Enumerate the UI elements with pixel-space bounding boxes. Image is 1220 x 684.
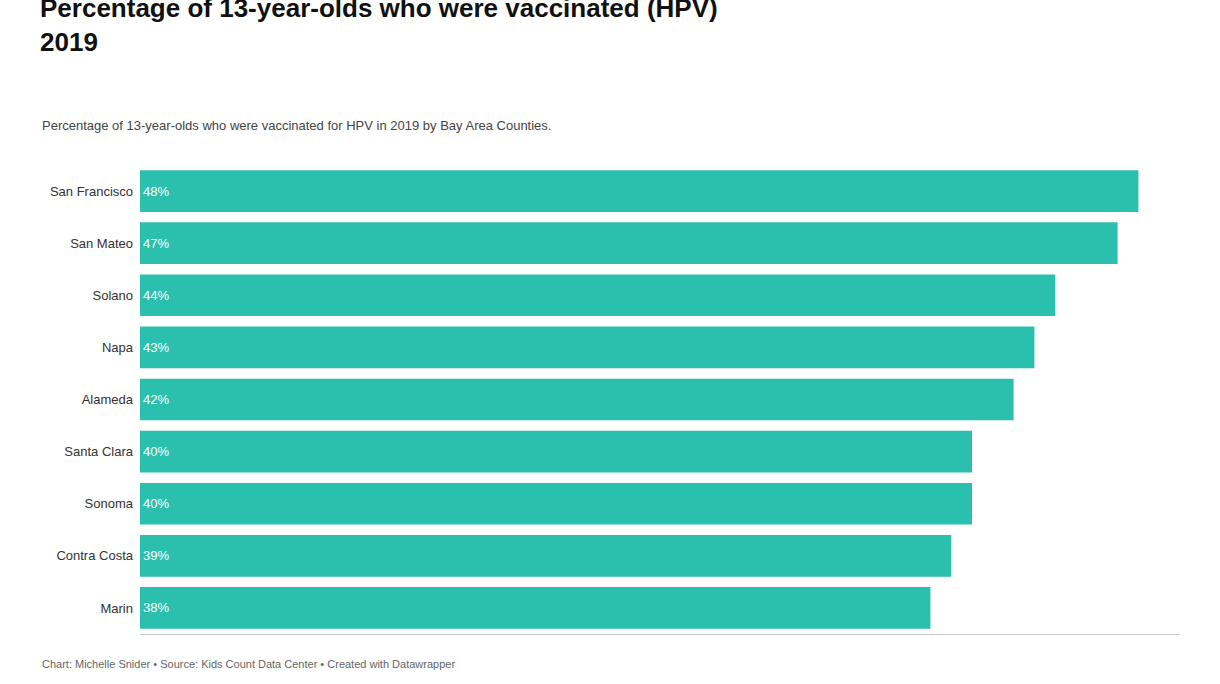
svg-text:Marin: Marin (100, 600, 133, 615)
svg-text:Percentage of 13-year-olds who: Percentage of 13-year-olds who were vacc… (40, 0, 718, 57)
svg-text:San Mateo: San Mateo (70, 236, 133, 251)
svg-text:Sonoma: Sonoma (85, 496, 134, 511)
svg-text:43%: 43% (143, 340, 169, 355)
svg-text:38%: 38% (143, 600, 169, 615)
svg-text:Napa: Napa (102, 340, 134, 355)
svg-text:Chart: Michelle Snider • Sourc: Chart: Michelle Snider • Source: Kids Co… (42, 658, 455, 670)
svg-text:Solano: Solano (93, 288, 133, 303)
svg-text:47%: 47% (143, 236, 169, 251)
svg-text:40%: 40% (143, 444, 169, 459)
svg-text:48%: 48% (143, 184, 169, 199)
svg-text:Contra Costa: Contra Costa (56, 548, 133, 563)
svg-text:Santa Clara: Santa Clara (64, 444, 133, 459)
svg-text:40%: 40% (143, 496, 169, 511)
svg-text:Percentage of 13-year-olds who: Percentage of 13-year-olds who were vacc… (42, 118, 551, 133)
svg-text:39%: 39% (143, 548, 169, 563)
svg-text:San Francisco: San Francisco (50, 184, 133, 199)
svg-text:42%: 42% (143, 392, 169, 407)
svg-text:Alameda: Alameda (82, 392, 134, 407)
svg-text:44%: 44% (143, 288, 169, 303)
